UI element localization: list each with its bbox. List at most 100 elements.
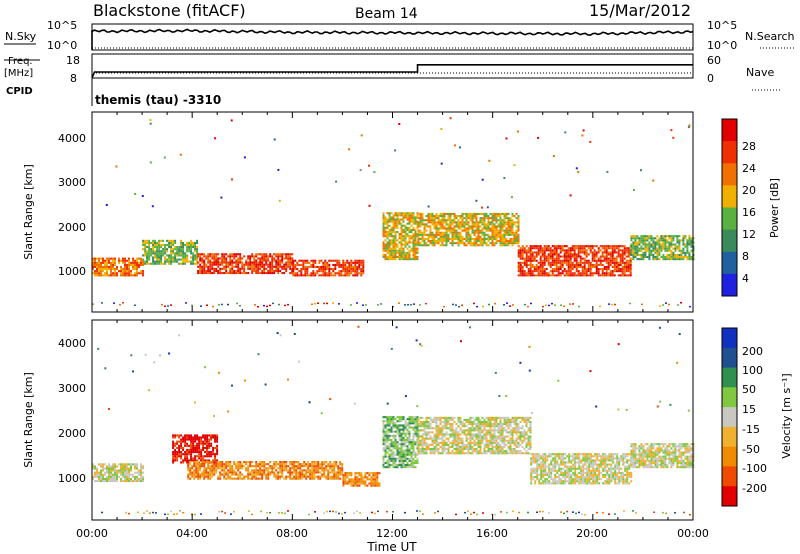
heatmap-cell-band-0 bbox=[136, 475, 138, 478]
heatmap-cell-band-2 bbox=[201, 261, 204, 264]
heatmap-cell-band-5 bbox=[507, 221, 510, 224]
heatmap-cell-band-3 bbox=[316, 265, 319, 268]
heatmap-cell-band-6 bbox=[569, 253, 572, 256]
heatmap-cell-band-6 bbox=[617, 251, 620, 254]
heatmap-cell-band-6 bbox=[601, 251, 604, 254]
sparse-scatter-cell bbox=[278, 199, 281, 202]
heatmap-cell-band-5 bbox=[417, 212, 420, 215]
heatmap-cell-band-5 bbox=[445, 221, 448, 224]
heatmap-cell-band-4 bbox=[390, 243, 393, 246]
heatmap-cell-band-6 bbox=[533, 268, 536, 271]
heatmap-cell-band-3 bbox=[302, 259, 305, 262]
heatmap-cell-band-4 bbox=[400, 237, 403, 240]
heatmap-cell-band-1 bbox=[188, 434, 191, 437]
heatmap-cell-band-5 bbox=[421, 420, 424, 423]
heatmap-cell-band-7 bbox=[676, 237, 679, 240]
heatmap-cell-band-6 bbox=[597, 247, 600, 250]
heatmap-cell-band-6 bbox=[537, 253, 540, 256]
heatmap-cell-band-6 bbox=[599, 274, 602, 277]
heatmap-cell-band-2 bbox=[253, 477, 256, 480]
heatmap-cell-band-1 bbox=[192, 459, 195, 462]
heatmap-cell-band-5 bbox=[451, 429, 454, 432]
heatmap-cell-band-4 bbox=[416, 251, 419, 254]
ground-scatter-cell bbox=[614, 303, 616, 306]
ground-scatter-cell bbox=[527, 305, 529, 308]
heatmap-cell-band-4 bbox=[406, 430, 409, 433]
heatmap-cell-band-3 bbox=[348, 478, 351, 481]
heatmap-cell-band-2 bbox=[297, 461, 300, 464]
heatmap-cell-band-2 bbox=[303, 473, 306, 476]
heatmap-cell-band-5 bbox=[481, 221, 484, 224]
heatmap-cell-band-2 bbox=[269, 461, 272, 464]
heatmap-cell-band-2 bbox=[249, 477, 252, 480]
heatmap-cell-band-6 bbox=[565, 270, 568, 273]
heatmap-cell-band-7 bbox=[688, 243, 691, 246]
heatmap-cell-band-5 bbox=[419, 416, 422, 419]
heatmap-cell-band-0 bbox=[126, 471, 128, 474]
heatmap-cell-band-6 bbox=[579, 247, 582, 250]
heatmap-cell-band-6 bbox=[581, 272, 584, 275]
heatmap-cell-band-4 bbox=[412, 239, 415, 242]
heatmap-cell-band-1 bbox=[188, 453, 191, 456]
heatmap-cell-band-1 bbox=[180, 453, 183, 456]
heatmap-cell-band-2 bbox=[275, 475, 278, 478]
heatmap-cell-band-4 bbox=[412, 445, 415, 448]
heatmap-cell-band-3 bbox=[340, 265, 343, 268]
heatmap-cell-band-0 bbox=[136, 263, 138, 266]
heatmap-cell-band-1 bbox=[180, 455, 183, 458]
heatmap-cell-band-7 bbox=[642, 258, 645, 261]
heatmap-cell-band-3 bbox=[372, 478, 375, 481]
heatmap-cell-band-6 bbox=[553, 263, 556, 266]
heatmap-cell-band-5 bbox=[435, 431, 438, 434]
heatmap-cell-band-2 bbox=[205, 255, 208, 258]
heatmap-cell-band-4 bbox=[412, 426, 415, 429]
heatmap-cell-band-4 bbox=[412, 459, 415, 462]
heatmap-cell-band-4 bbox=[384, 451, 387, 454]
heatmap-cell-band-5 bbox=[499, 233, 502, 236]
heatmap-cell-band-5 bbox=[487, 244, 490, 247]
heatmap-cell-band-0 bbox=[114, 261, 116, 264]
heatmap-cell-band-2 bbox=[241, 473, 244, 476]
heatmap-cell-band-2 bbox=[223, 473, 226, 476]
heatmap-cell-band-1 bbox=[148, 239, 151, 242]
heatmap-cell-band-0 bbox=[122, 259, 124, 262]
heatmap-cell-band-4 bbox=[394, 434, 397, 437]
heatmap-cell-band-1 bbox=[190, 457, 193, 460]
heatmap-cell-band-5 bbox=[479, 231, 482, 234]
heatmap-cell-band-6 bbox=[599, 249, 602, 252]
heatmap-cell-band-4 bbox=[382, 464, 385, 467]
heatmap-cell-band-5 bbox=[431, 212, 434, 215]
heatmap-cell-band-6 bbox=[609, 247, 612, 250]
heatmap-cell-band-2 bbox=[297, 477, 300, 480]
heatmap-cell-band-4 bbox=[384, 432, 387, 435]
heatmap-cell-band-5 bbox=[499, 225, 502, 228]
heatmap-cell-band-1 bbox=[154, 243, 157, 246]
heatmap-cell-band-0 bbox=[92, 477, 94, 480]
heatmap-cell-band-1 bbox=[168, 258, 171, 261]
heatmap-cell-band-2 bbox=[261, 261, 264, 264]
heatmap-cell-band-2 bbox=[221, 261, 224, 264]
heatmap-cell-band-3 bbox=[322, 274, 325, 277]
heatmap-cell-band-2 bbox=[281, 265, 284, 268]
heatmap-cell-band-5 bbox=[509, 233, 512, 236]
heatmap-cell-band-6 bbox=[581, 249, 584, 252]
heatmap-cell-band-5 bbox=[455, 221, 458, 224]
heatmap-cell-band-1 bbox=[194, 262, 197, 265]
heatmap-cell-band-2 bbox=[283, 463, 286, 466]
heatmap-cell-band-5 bbox=[421, 445, 424, 448]
heatmap-cell-band-4 bbox=[398, 420, 401, 423]
heatmap-cell-band-6 bbox=[527, 274, 530, 277]
heatmap-cell-band-6 bbox=[591, 253, 594, 256]
heatmap-cell-band-2 bbox=[259, 253, 262, 256]
heatmap-cell-band-3 bbox=[376, 474, 379, 477]
heatmap-cell-band-0 bbox=[122, 471, 124, 474]
heatmap-cell-band-6 bbox=[567, 251, 570, 254]
heatmap-cell-band-4 bbox=[382, 256, 385, 259]
heatmap-cell-band-2 bbox=[301, 473, 304, 476]
heatmap-cell-band-5 bbox=[447, 223, 450, 226]
heatmap-cell-band-1 bbox=[184, 434, 187, 437]
heatmap-cell-band-2 bbox=[223, 467, 226, 470]
heatmap-cell-band-1 bbox=[160, 246, 163, 249]
power-cbar-tick-24: 24 bbox=[742, 162, 756, 175]
heatmap-cell-band-5 bbox=[427, 443, 430, 446]
